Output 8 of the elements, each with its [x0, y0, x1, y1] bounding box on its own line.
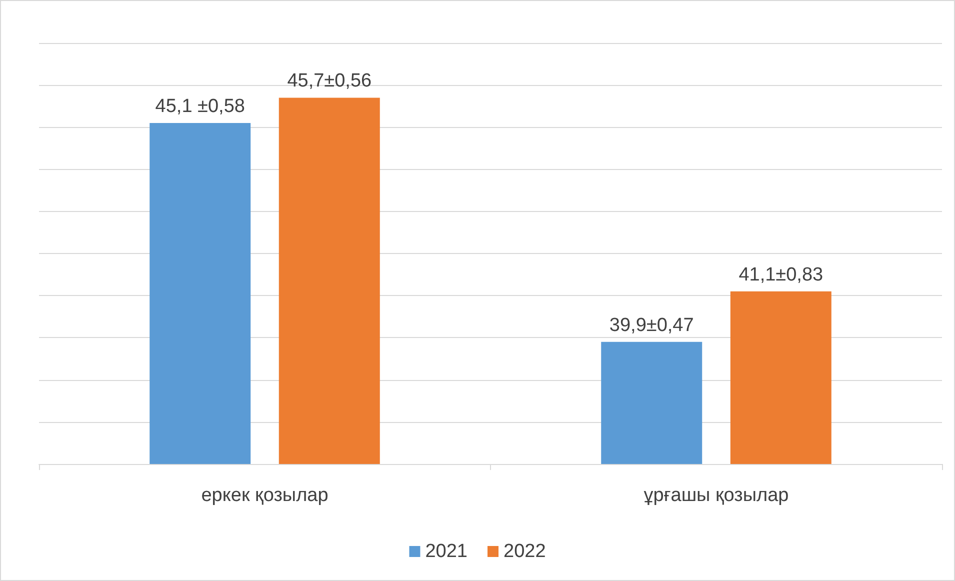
legend-label: 2022	[504, 541, 546, 562]
legend-label: 2021	[425, 541, 468, 562]
x-tick-label: еркек қозылар	[201, 485, 328, 506]
data-label: 39,9±0,47	[609, 314, 694, 336]
x-tick-label: ұрғашы қозылар	[644, 485, 789, 506]
data-label: 45,7±0,56	[287, 70, 372, 92]
data-label: 41,1±0,83	[738, 264, 824, 286]
data-label: 45,1 ±0,58	[155, 96, 245, 117]
